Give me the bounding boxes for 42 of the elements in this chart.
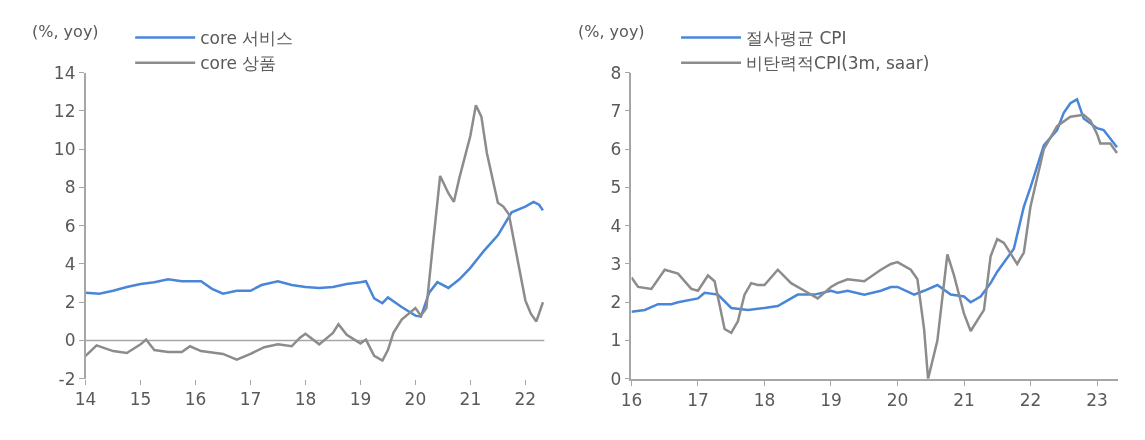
y-tick-label: 8 xyxy=(64,177,76,198)
x-tick-label: 16 xyxy=(620,389,643,410)
x-tick-label: 21 xyxy=(459,389,482,410)
x-tick-label: 23 xyxy=(1086,389,1108,410)
y-tick-label: 4 xyxy=(64,253,76,274)
x-tick-label: 21 xyxy=(953,389,975,410)
y-tick-label: 6 xyxy=(610,139,622,160)
y-tick-label: 7 xyxy=(610,100,622,121)
y-tick-label: 10 xyxy=(53,139,76,160)
legend-label: core 서비스 xyxy=(200,28,294,49)
legend-label: core 상품 xyxy=(200,53,277,74)
line-series xyxy=(631,98,1119,314)
line-series xyxy=(85,200,545,318)
x-tick-label: 19 xyxy=(349,389,372,410)
y-tick-label: 2 xyxy=(610,292,622,313)
y-axis-title: (%, yoy) xyxy=(32,22,99,41)
x-tick-label: 18 xyxy=(753,389,776,410)
y-tick-label: 0 xyxy=(64,330,76,351)
legend-label: 비탄력적CPI(3m, saar) xyxy=(746,53,930,74)
y-tick-label: 4 xyxy=(610,215,622,236)
x-tick-label: 17 xyxy=(239,389,262,410)
y-tick-label: -2 xyxy=(58,368,76,389)
x-tick-label: 22 xyxy=(1019,389,1042,410)
y-tick-label: 3 xyxy=(610,253,622,274)
y-axis-title: (%, yoy) xyxy=(578,22,645,41)
x-tick-label: 19 xyxy=(820,389,842,410)
x-tick-label: 20 xyxy=(886,389,909,410)
y-tick-label: 8 xyxy=(610,62,622,83)
y-tick-label: 2 xyxy=(64,292,76,313)
x-tick-label: 17 xyxy=(687,389,709,410)
y-tick-label: 12 xyxy=(53,100,76,121)
y-tick-label: 0 xyxy=(610,368,622,389)
x-tick-label: 18 xyxy=(294,389,317,410)
x-tick-label: 15 xyxy=(129,389,152,410)
y-tick-label: 5 xyxy=(610,177,622,198)
y-tick-label: 1 xyxy=(610,330,622,351)
x-tick-label: 20 xyxy=(404,389,427,410)
x-tick-label: 16 xyxy=(184,389,207,410)
y-tick-label: 6 xyxy=(64,215,76,236)
x-tick-label: 22 xyxy=(514,389,537,410)
legend-label: 절사평균 CPI xyxy=(746,28,847,49)
y-tick-label: 14 xyxy=(53,62,76,83)
